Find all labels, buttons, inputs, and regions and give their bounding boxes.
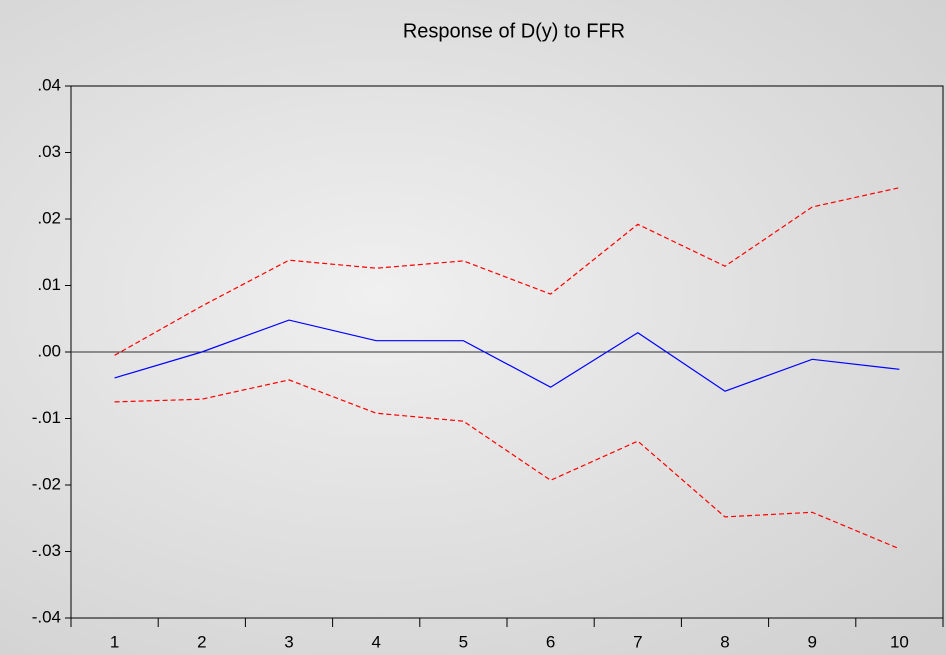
y-tick-label: -.04 (32, 607, 61, 626)
y-tick-label: -.03 (32, 541, 61, 560)
y-tick-label: .01 (37, 275, 61, 294)
x-tick-label: 7 (633, 632, 642, 651)
series-line (114, 379, 900, 550)
chart-title: Response of D(y) to FFR (403, 20, 625, 42)
series-line (114, 187, 900, 356)
x-tick-label: 6 (546, 632, 555, 651)
x-tick-label: 10 (890, 632, 909, 651)
x-tick-label: 3 (284, 632, 293, 651)
series-line (114, 319, 900, 392)
x-tick-label: 5 (459, 632, 468, 651)
x-tick-label: 9 (807, 632, 816, 651)
x-tick-label: 4 (371, 632, 380, 651)
y-tick-label: -.02 (32, 474, 61, 493)
y-tick-label: .04 (37, 75, 61, 94)
y-tick-label: .00 (37, 341, 61, 360)
x-tick-label: 8 (720, 632, 729, 651)
y-tick-label: .03 (37, 142, 61, 161)
y-tick-label: -.01 (32, 408, 61, 427)
x-tick-label: 2 (197, 632, 206, 651)
x-tick-label: 1 (110, 632, 119, 651)
y-tick-label: .02 (37, 208, 61, 227)
